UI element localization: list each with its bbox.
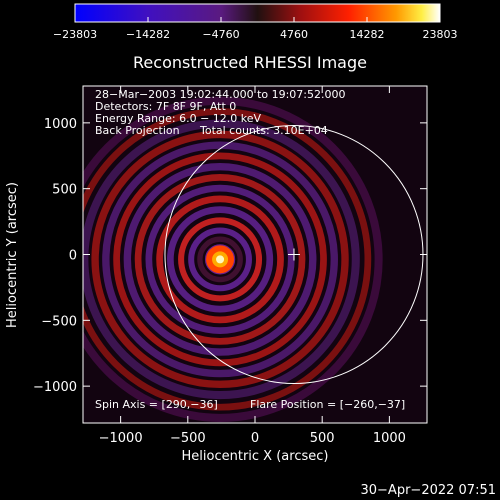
x-axis: −1000 −500 0 500 1000: [99, 86, 406, 446]
x-tick-label: 0: [251, 431, 259, 446]
y-tick-label: 1000: [44, 117, 77, 132]
annotation-method: Back Projection: [95, 124, 180, 137]
colorbar: [74, 3, 441, 23]
ring: [178, 217, 263, 302]
ring: [197, 236, 243, 283]
y-tick-label: −1000: [33, 380, 77, 395]
ring: [156, 195, 284, 324]
ring: [113, 152, 327, 367]
ring: [145, 184, 295, 334]
colorbar-tick-label: 14282: [350, 28, 385, 41]
x-axis-title: Heliocentric X (arcsec): [182, 449, 329, 464]
x-tick-label: −1000: [99, 431, 143, 446]
annotation-total-counts: Total counts: 3.10E+04: [199, 124, 328, 137]
colorbar-ticks: −23803 −14282 −4760 4760 14282 23803: [53, 17, 458, 41]
colorbar-tick-label: 4760: [280, 28, 308, 41]
annotation-flare-position: Flare Position = [−260,−37]: [250, 398, 405, 411]
colorbar-tick-label: −23803: [53, 28, 97, 41]
colorbar-tick-label: −14282: [126, 28, 170, 41]
annotation-energy-range: Energy Range: 6.0 − 12.0 keV: [95, 112, 262, 125]
x-tick-label: 1000: [373, 431, 406, 446]
chart-title: Reconstructed RHESSI Image: [133, 53, 367, 72]
colorbar-tick-label: −4760: [202, 28, 239, 41]
date-stamp: 30−Apr−2022 07:51: [361, 483, 497, 498]
y-tick-label: 500: [52, 183, 77, 198]
annotation-detectors: Detectors: 7F 8F 9F, Att 0: [95, 100, 236, 113]
ring-pattern: [83, 96, 383, 422]
ring: [83, 96, 383, 422]
flare-source-core: [216, 255, 225, 264]
ring: [83, 119, 360, 400]
x-tick-label: 500: [310, 431, 335, 446]
y-tick-label: −500: [41, 314, 77, 329]
ring: [123, 162, 317, 356]
annotation-time-range: 28−Mar−2003 19:02:44.000 to 19:07:52.000: [95, 88, 346, 101]
y-axis-title: Heliocentric Y (arcsec): [5, 182, 20, 328]
ring: [166, 206, 274, 313]
colorbar-tick-label: 23803: [423, 28, 458, 41]
heatmap-image: [83, 86, 427, 423]
ring: [83, 108, 372, 411]
sun-center-cross: [287, 248, 300, 261]
ring: [188, 227, 252, 292]
y-axis: −1000 −500 0 500 1000: [33, 117, 427, 395]
ring: [134, 174, 306, 345]
y-tick-label: 0: [69, 249, 77, 264]
annotation-spin-axis: Spin Axis = [290,−36]: [95, 398, 218, 411]
x-tick-label: −500: [170, 431, 206, 446]
ring: [102, 141, 338, 378]
ring: [91, 130, 349, 389]
